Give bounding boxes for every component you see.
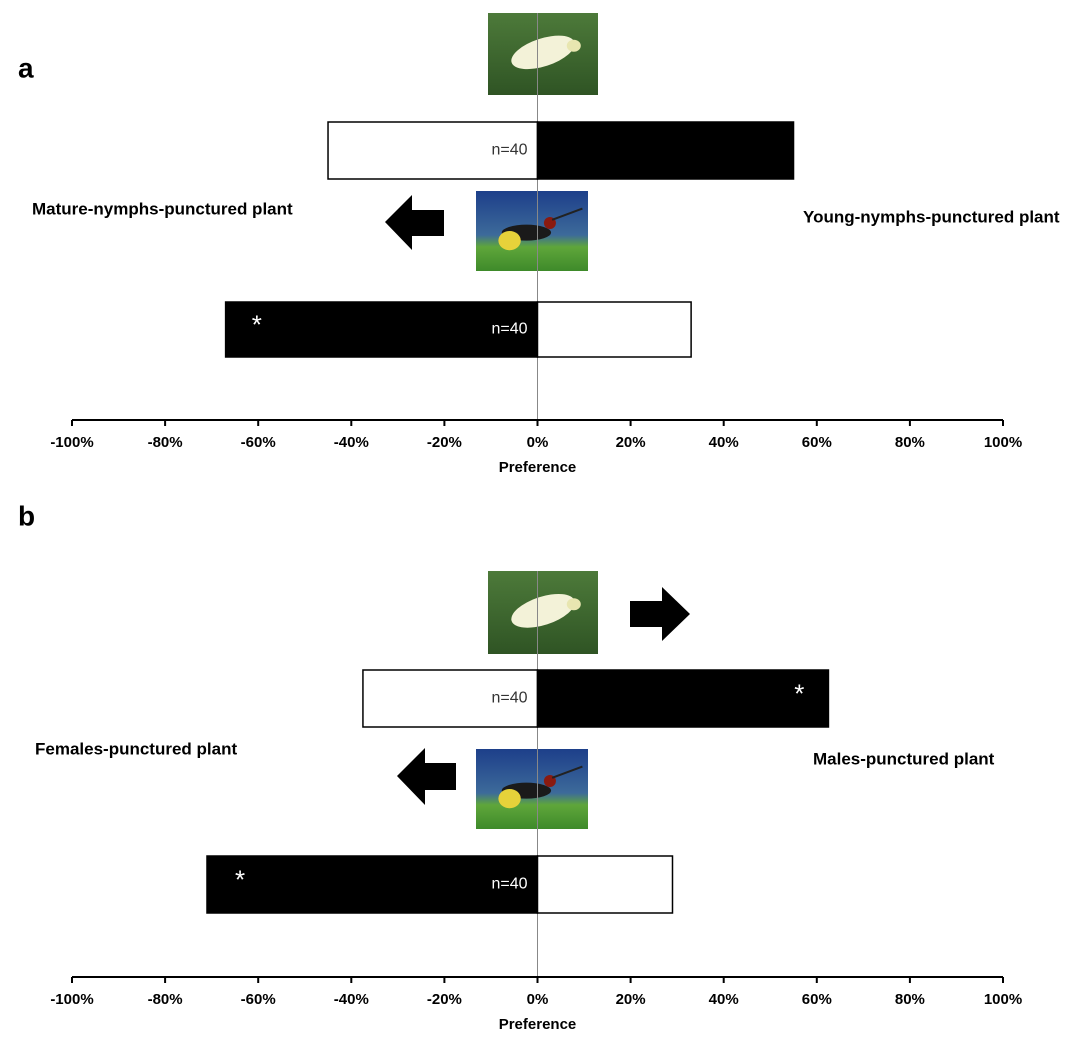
x-axis-label: Preference (499, 1016, 577, 1033)
insect-abdomen (498, 231, 521, 251)
x-tick-label: 100% (984, 434, 1022, 451)
insect-wing (511, 593, 575, 628)
bar (206, 855, 539, 914)
parasitoid-photo (476, 749, 588, 829)
right-label: Males-punctured plant (813, 749, 995, 768)
significance-star: * (235, 864, 245, 894)
x-tick-label: 20% (616, 434, 646, 451)
significance-star: * (794, 678, 804, 708)
bar (536, 121, 795, 180)
significance-star: * (252, 309, 262, 339)
parasitoid-photo (476, 191, 588, 271)
insect-head (566, 39, 581, 52)
x-tick-label: 0% (527, 434, 549, 451)
x-tick-label: -60% (241, 991, 276, 1008)
x-tick-label: 60% (802, 434, 832, 451)
insect-antenna (551, 765, 583, 779)
x-tick-label: -60% (241, 434, 276, 451)
right-label: Young-nymphs-punctured plant (803, 207, 1060, 226)
insect-abdomen (498, 789, 521, 809)
x-tick-label: -20% (427, 434, 462, 451)
bar (536, 301, 692, 358)
bar (536, 855, 674, 914)
x-tick-label: 40% (709, 991, 739, 1008)
x-tick-label: 0% (527, 991, 549, 1008)
x-tick-label: 100% (984, 991, 1022, 1008)
x-tick-label: -40% (334, 991, 369, 1008)
x-tick-label: 80% (895, 991, 925, 1008)
insect-antenna (551, 207, 583, 221)
arrow-left (397, 748, 456, 805)
arrow-right (630, 587, 690, 641)
left-label: Females-punctured plant (35, 739, 237, 758)
whitefly-photo (488, 571, 598, 654)
sample-size: n=40 (491, 876, 527, 893)
x-tick-label: -40% (334, 434, 369, 451)
bar (536, 669, 830, 728)
insect-head (566, 598, 581, 611)
sample-size: n=40 (491, 690, 527, 707)
bar (224, 301, 539, 358)
x-tick-label: -100% (50, 991, 93, 1008)
x-tick-label: 40% (709, 434, 739, 451)
bar (362, 669, 539, 728)
x-tick-label: 60% (802, 991, 832, 1008)
x-tick-label: 80% (895, 434, 925, 451)
sample-size: n=40 (491, 321, 527, 338)
x-tick-label: 20% (616, 991, 646, 1008)
panel-label: b (18, 500, 35, 531)
insect-wing (511, 35, 575, 70)
panel-label: a (18, 52, 34, 83)
arrow-left (385, 195, 444, 250)
x-tick-label: -20% (427, 991, 462, 1008)
whitefly-photo (488, 13, 598, 95)
x-tick-label: -80% (148, 991, 183, 1008)
x-tick-label: -100% (50, 434, 93, 451)
left-label: Mature-nymphs-punctured plant (32, 199, 293, 218)
x-axis-label: Preference (499, 459, 577, 476)
sample-size: n=40 (491, 142, 527, 159)
x-tick-label: -80% (148, 434, 183, 451)
